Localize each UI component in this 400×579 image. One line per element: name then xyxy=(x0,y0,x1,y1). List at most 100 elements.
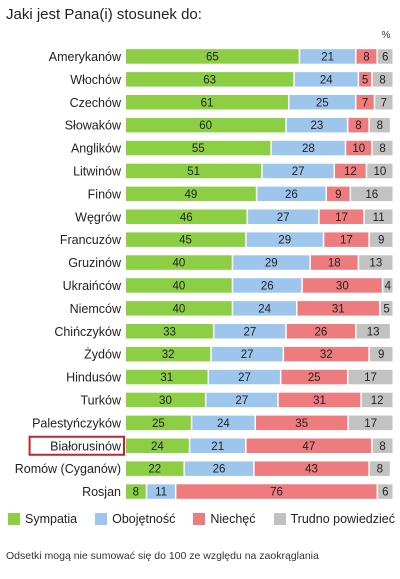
bar-segment xyxy=(383,278,393,293)
bar-segment xyxy=(126,117,286,133)
data-label: 26 xyxy=(213,464,226,476)
data-label: 27 xyxy=(235,395,248,407)
data-label: 8 xyxy=(377,464,383,476)
data-label: 61 xyxy=(201,97,214,109)
category-label: Czechów xyxy=(70,96,122,110)
bar-segment xyxy=(246,232,323,247)
data-label: 22 xyxy=(148,464,161,476)
data-label: 9 xyxy=(335,189,341,201)
data-label: 35 xyxy=(295,418,308,430)
data-label: 6 xyxy=(382,487,388,499)
category-label: Rosjan xyxy=(82,485,121,499)
bar-segment xyxy=(126,140,271,156)
data-label: 27 xyxy=(243,326,256,338)
bar-segment xyxy=(335,163,366,179)
bar-segment xyxy=(348,369,393,385)
data-label: 43 xyxy=(305,464,318,476)
data-label: 65 xyxy=(206,51,219,63)
legend-swatch xyxy=(193,513,206,525)
bar-segment xyxy=(284,346,369,362)
data-label: 27 xyxy=(238,372,251,384)
data-label: 29 xyxy=(278,235,291,247)
legend-item: Obojętność xyxy=(95,512,175,526)
data-label: 5 xyxy=(383,303,389,315)
data-label: 5 xyxy=(362,74,368,86)
bar-segment xyxy=(211,346,283,362)
category-label: Włochów xyxy=(70,73,122,87)
bar-segment xyxy=(346,140,372,156)
bar-segment xyxy=(126,484,146,499)
bar-segment xyxy=(289,95,355,110)
data-label: 27 xyxy=(277,212,290,224)
bar-segment xyxy=(176,484,377,499)
chart-title: Jaki jest Pana(i) stosunek do: xyxy=(6,6,202,23)
category-label: Żydów xyxy=(84,348,122,362)
bar-segment xyxy=(281,369,347,385)
data-label: 47 xyxy=(302,441,315,453)
data-label: 30 xyxy=(159,395,172,407)
bar-segment xyxy=(184,461,254,476)
bar-segment xyxy=(297,301,380,316)
bar-segment xyxy=(356,324,390,339)
legend-item: Trudno powiedzieć xyxy=(273,512,395,526)
category-label: Litwinów xyxy=(73,164,122,178)
bar-segment xyxy=(278,392,361,408)
data-label: 32 xyxy=(162,349,175,361)
bar-segment xyxy=(367,163,393,179)
data-label: 28 xyxy=(302,143,315,155)
category-label: Anglików xyxy=(71,142,122,156)
data-label: 8 xyxy=(379,441,385,453)
bar-segment xyxy=(372,140,393,156)
category-label: Finów xyxy=(88,187,122,201)
category-label: Hindusów xyxy=(66,371,122,385)
legend-label: Niechęć xyxy=(210,512,256,526)
data-label: 31 xyxy=(313,395,326,407)
data-label: 4 xyxy=(385,280,392,292)
data-label: 25 xyxy=(308,372,321,384)
legend-item: Niechęć xyxy=(193,512,256,526)
data-label: 55 xyxy=(192,143,205,155)
bar-segment xyxy=(348,117,369,133)
category-label: Niemców xyxy=(70,302,122,316)
data-label: 26 xyxy=(314,326,327,338)
bar-segment xyxy=(126,209,247,224)
data-label: 11 xyxy=(373,212,385,224)
bar-segment xyxy=(126,346,211,362)
bar-segment xyxy=(319,209,364,224)
data-label: 6 xyxy=(382,51,388,63)
bar-segment xyxy=(271,140,345,156)
bar-segment xyxy=(209,369,280,385)
data-label: 49 xyxy=(185,189,198,201)
data-label: 27 xyxy=(241,349,254,361)
data-label: 27 xyxy=(292,166,305,178)
data-label: 7 xyxy=(362,97,368,109)
data-label: 8 xyxy=(379,74,385,86)
bar-segment xyxy=(246,438,372,453)
legend-label: Sympatia xyxy=(25,512,78,526)
bar-segment xyxy=(380,301,393,316)
bar-segment xyxy=(294,72,358,87)
bar-segment xyxy=(257,186,326,202)
data-label: 9 xyxy=(378,235,384,247)
data-label: 10 xyxy=(352,143,365,155)
bar-segment xyxy=(126,415,191,431)
data-label: 30 xyxy=(336,280,349,292)
bar-segment xyxy=(356,95,374,110)
bar-segment xyxy=(256,415,348,431)
bar-segment xyxy=(369,346,393,362)
bar-segment xyxy=(369,117,390,133)
bar-segment xyxy=(300,49,355,64)
bar-segment xyxy=(372,72,393,87)
data-label: 18 xyxy=(328,258,341,270)
bar-segment xyxy=(369,232,393,247)
data-label: 17 xyxy=(364,418,377,430)
bar-segment xyxy=(126,95,288,110)
bar-segment xyxy=(126,324,213,339)
data-label: 7 xyxy=(381,97,387,109)
data-label: 63 xyxy=(203,74,216,86)
bar-segment xyxy=(126,186,256,202)
data-label: 17 xyxy=(364,372,377,384)
bar-segment xyxy=(126,255,232,270)
bar-segment xyxy=(361,392,393,408)
legend-label: Obojętność xyxy=(112,512,176,526)
